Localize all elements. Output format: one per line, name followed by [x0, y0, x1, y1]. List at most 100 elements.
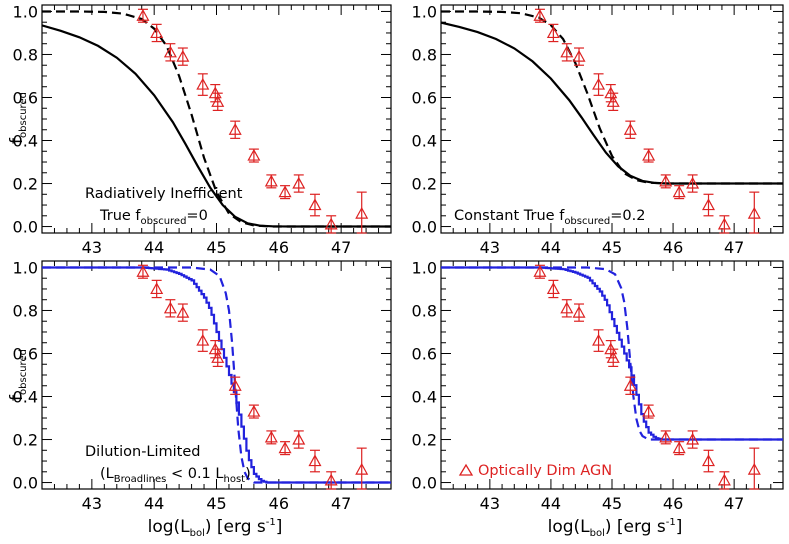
data-point-triangle: [623, 379, 637, 391]
x-tick-label: 46: [663, 494, 683, 513]
data-point-triangle: [606, 95, 620, 107]
plot-frame: [440, 4, 784, 234]
y-tick-label: 1.0: [412, 258, 437, 277]
data-point-triangle: [572, 305, 586, 318]
x-tick-label: 44: [541, 494, 561, 513]
data-point-triangle: [247, 404, 261, 417]
plot-frame: [440, 260, 784, 490]
model-curve-dashed: [42, 266, 391, 484]
data-point-triangle: [672, 441, 686, 454]
x-tick-label: 47: [724, 494, 744, 513]
y-tick-label: 0.0: [412, 218, 437, 237]
data-point-triangle: [560, 301, 574, 314]
data-point-triangle: [572, 49, 586, 62]
y-tick-label: 0.2: [412, 175, 437, 194]
data-point-triangle: [176, 49, 190, 62]
x-tick-label: 47: [331, 494, 351, 513]
x-tick-label: 43: [82, 494, 102, 513]
data-point-triangle: [264, 174, 278, 187]
data-point-triangle: [659, 430, 673, 443]
y-tick-label: 0.0: [13, 474, 38, 493]
data-point-triangle: [659, 174, 673, 187]
annotation-true-fobscured-zero: True fobscured=0: [99, 208, 208, 227]
data-point-triangle: [546, 26, 560, 39]
y-tick-label: 1.0: [412, 2, 437, 21]
data-point-triangle: [592, 333, 606, 346]
data-point-triangle: [163, 45, 177, 58]
data-point-triangle: [324, 217, 338, 230]
x-tick-label: 43: [82, 238, 102, 257]
data-point-triangle: [247, 148, 261, 161]
y-tick-label: 0.2: [412, 431, 437, 450]
data-point-triangle: [150, 282, 164, 295]
y-axis-label-top: fobscured: [7, 92, 29, 144]
legend-label: Optically Dim AGN: [478, 463, 612, 479]
data-point-triangle: [747, 462, 761, 475]
data-point-triangle: [560, 45, 574, 58]
x-tick-label: 43: [480, 238, 500, 257]
data-point-triangle: [228, 123, 242, 135]
data-point-triangle: [701, 198, 716, 211]
y-tick-label: 0.4: [13, 388, 38, 407]
data-point-triangle: [228, 379, 242, 391]
data-point-triangle: [324, 473, 338, 486]
y-tick-label: 0.0: [13, 218, 38, 237]
y-tick-label: 1.0: [13, 258, 38, 277]
panel-radiatively-inefficient: 43 44 45 46 47 0.0 0.2 0.4 0.6 0.8 1.0: [13, 2, 392, 257]
x-tick-label: 46: [269, 238, 289, 257]
panel-constant-fobscured: 43 44 45 46 47 0.0 0.2 0.4 0.6 0.8 1.0: [412, 2, 784, 257]
annotation-constant-true-fobscured: Constant True fobscured=0.2: [454, 208, 645, 227]
y-tick-label: 0.2: [13, 431, 38, 450]
data-point-triangle: [717, 217, 731, 230]
data-point-triangle: [136, 9, 150, 21]
svg-text:fobscured: fobscured: [7, 349, 29, 401]
data-point-triangle: [701, 454, 716, 467]
data-point-triangle: [747, 206, 761, 219]
data-point-triangle: [686, 432, 700, 445]
y-tick-label: 0.0: [412, 474, 437, 493]
data-point-triangle: [163, 301, 177, 314]
data-point-triangle: [592, 77, 606, 90]
x-tick-label: 46: [269, 494, 289, 513]
y-tick-label: 0.8: [13, 45, 38, 64]
y-tick-label: 0.6: [412, 88, 437, 107]
annotation-radiatively-inefficient: Radiatively Inefficient: [85, 186, 243, 202]
data-point-triangle: [717, 473, 731, 486]
model-curve-solid: [441, 21, 783, 185]
model-curve-dashed: [42, 10, 391, 228]
data-point-triangle: [136, 265, 150, 277]
y-tick-label: 0.6: [13, 344, 38, 363]
data-point-triangle: [264, 430, 278, 443]
x-tick-label: 45: [602, 494, 622, 513]
y-tick-label: 0.8: [13, 301, 38, 320]
data-point-triangle: [196, 333, 210, 346]
y-tick-label: 1.0: [13, 2, 38, 21]
legend-triangle-marker: [458, 463, 474, 476]
x-tick-label: 47: [724, 238, 744, 257]
x-tick-label: 45: [206, 494, 226, 513]
data-point-triangle: [308, 198, 322, 211]
svg-text:fobscured: fobscured: [7, 92, 29, 144]
data-point-triangle: [642, 404, 656, 417]
data-point-triangle: [292, 176, 306, 189]
y-tick-label: 0.4: [412, 388, 437, 407]
y-tick-label: 0.4: [412, 132, 437, 151]
x-tick-label: 43: [480, 494, 500, 513]
x-axis-label-right: log(Lbol) [erg s-1]: [548, 517, 683, 539]
model-curve-dashed: [441, 10, 783, 185]
data-point-triangle: [292, 432, 306, 445]
y-tick-label: 0.6: [412, 344, 437, 363]
data-point-triangle: [150, 26, 164, 39]
data-point-triangle: [211, 351, 225, 363]
data-point-triangle: [355, 206, 369, 219]
y-tick-label: 0.8: [412, 301, 437, 320]
data-point-triangle: [533, 9, 547, 21]
data-point-triangle: [686, 176, 700, 189]
y-tick-label: 0.4: [13, 132, 38, 151]
data-point-triangle: [211, 95, 225, 107]
x-tick-label: 44: [541, 238, 561, 257]
data-point-triangle: [642, 148, 656, 161]
y-tick-label: 0.6: [13, 88, 38, 107]
x-tick-label: 44: [144, 238, 164, 257]
